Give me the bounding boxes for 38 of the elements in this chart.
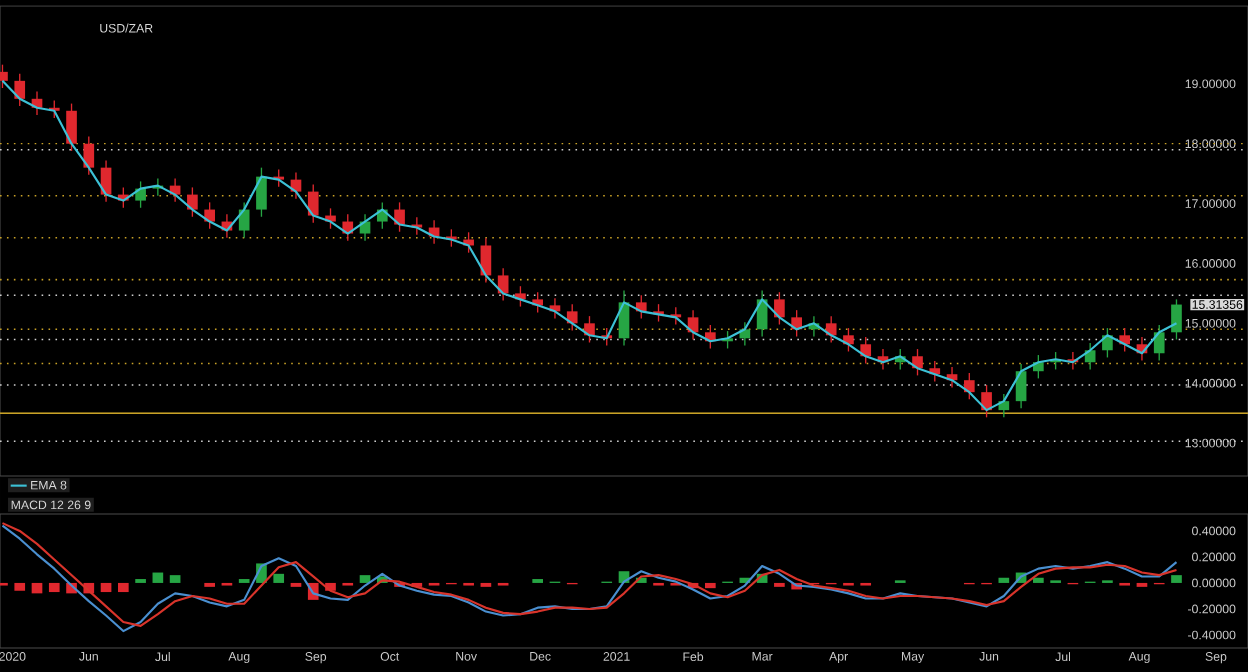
- bar: [48, 582, 60, 593]
- candlestick: [1171, 298, 1182, 341]
- bar: [118, 582, 129, 593]
- candlestick: [843, 327, 854, 353]
- candlestick: [584, 315, 595, 344]
- candlestick: [187, 186, 198, 218]
- candlestick: [635, 294, 647, 320]
- bar: [31, 582, 43, 594]
- candlestick: [238, 201, 250, 239]
- candlestick: [756, 289, 768, 338]
- bar: [169, 575, 181, 583]
- bar: [359, 575, 371, 583]
- candlestick: [618, 289, 630, 347]
- candlestick: [66, 102, 77, 152]
- candlestick: [1153, 324, 1165, 362]
- candlestick: [963, 372, 975, 401]
- bar: [1171, 575, 1182, 583]
- candlestick: [825, 315, 837, 344]
- candlestick: [860, 336, 872, 365]
- candlestick: [566, 303, 578, 332]
- candlestick: [83, 135, 95, 176]
- bar: [273, 573, 285, 583]
- bar: [1033, 577, 1044, 583]
- candlestick: [256, 166, 267, 218]
- candlestick: [307, 183, 319, 224]
- candlestick: [14, 72, 26, 107]
- candlestick: [774, 291, 785, 326]
- bar: [152, 572, 164, 583]
- candlestick: [1015, 363, 1027, 410]
- line-series: [1, 79, 1178, 412]
- bar: [705, 582, 716, 589]
- bar: [998, 577, 1010, 583]
- bar: [100, 582, 112, 593]
- candlestick: [480, 237, 492, 284]
- candlestick: [100, 159, 112, 203]
- candlestick: [135, 180, 146, 209]
- bar: [14, 582, 26, 591]
- candlestick: [912, 348, 923, 377]
